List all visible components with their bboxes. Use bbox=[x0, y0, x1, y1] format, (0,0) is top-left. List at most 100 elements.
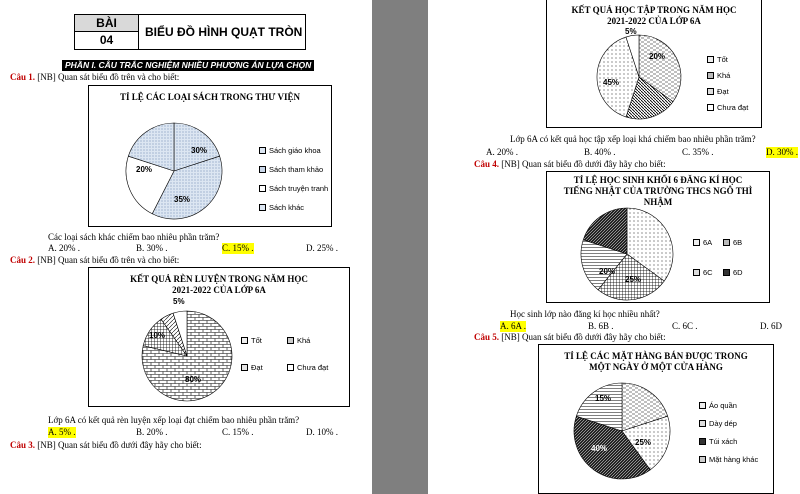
chart-title-2: TIẾNG NHẬT CỦA TRƯỜNG THCS NGÔ THÌ bbox=[563, 186, 753, 196]
legend-item: Sách giáo khoa bbox=[259, 146, 321, 155]
label-10: 10% bbox=[149, 331, 165, 340]
label-30: 30% bbox=[191, 146, 207, 155]
label-25: 25% bbox=[635, 438, 651, 447]
legend-item: Khá bbox=[287, 336, 310, 345]
legend-item: Đạt bbox=[241, 363, 263, 372]
chart-library-books: TỈ LỆ CÁC LOẠI SÁCH TRONG THƯ VIỆN 30% 3… bbox=[88, 85, 332, 227]
slice-dat bbox=[596, 36, 640, 118]
legend-item: Sách tham khảo bbox=[259, 165, 323, 174]
q4-option-d[interactable]: D. 6D bbox=[760, 321, 782, 331]
label-80: 80% bbox=[185, 375, 201, 384]
q2-option-b[interactable]: B. 20% . bbox=[136, 427, 168, 437]
legend-item: Tốt bbox=[707, 55, 728, 64]
legend-item: Khá bbox=[707, 71, 730, 80]
legend-item: Đạt bbox=[707, 87, 729, 96]
slice-6b bbox=[597, 253, 665, 301]
label-45: 45% bbox=[603, 78, 619, 87]
q2-option-c[interactable]: C. 15% . bbox=[222, 427, 254, 437]
legend-item: 6D bbox=[723, 268, 743, 277]
slice-mat-hang-khac bbox=[575, 382, 623, 432]
slice-6d bbox=[582, 207, 628, 255]
chart-title-1: TỈ LỆ HỌC SINH KHỐI 6 ĐĂNG KÍ HỌC bbox=[573, 175, 743, 185]
legend-item: 6C bbox=[693, 268, 713, 277]
lesson-title: BIỂU ĐỒ HÌNH QUẠT TRÒN bbox=[145, 25, 303, 39]
pie-store: 15% 25% 40% bbox=[573, 382, 671, 480]
slice-day-dep bbox=[621, 415, 671, 471]
chart-japanese: TỈ LỆ HỌC SINH KHỐI 6 ĐĂNG KÍ HỌC TIẾNG … bbox=[546, 171, 770, 303]
q3-question: Lớp 6A có kết quả học tập xếp loại khá c… bbox=[510, 134, 756, 144]
q1-line: Câu 1. [NB] Quan sát biểu đồ trên và cho… bbox=[10, 72, 180, 82]
q4-option-b[interactable]: B. 6B . bbox=[588, 321, 614, 331]
slice-sach-tham-khao bbox=[151, 155, 223, 220]
slice-ao-quan bbox=[621, 382, 669, 432]
slice-6c bbox=[580, 239, 628, 291]
legend-item: Chưa đạt bbox=[707, 103, 748, 112]
legend-item: Chưa đạt bbox=[287, 363, 328, 372]
bai-label: BÀI bbox=[75, 15, 139, 32]
chart-title-2: MỘT NGÀY Ở MỘT CỬA HÀNG bbox=[589, 362, 723, 372]
label-5: 5% bbox=[173, 297, 185, 306]
bai-number: 04 bbox=[75, 32, 139, 49]
chart-title-1: KẾT QUẢ RÈN LUYỆN TRONG NĂM HỌC bbox=[130, 274, 308, 284]
q1-option-b[interactable]: B. 30% . bbox=[136, 243, 168, 253]
slice-sach-khac bbox=[127, 122, 175, 172]
chart-title-2: 2021-2022 CỦA LỚP 6A bbox=[172, 285, 266, 295]
q1-option-c-answer[interactable]: C. 15% . bbox=[222, 243, 254, 254]
q3-option-a[interactable]: A. 20% . bbox=[486, 147, 518, 157]
legend-item: Dày dép bbox=[699, 419, 737, 428]
q4-option-a-answer[interactable]: A. 6A . bbox=[500, 321, 527, 332]
legend-item: 6B bbox=[723, 238, 742, 247]
section-heading: PHẦN I. CÂU TRẮC NGHIỆM NHIỀU PHƯƠNG ÁN … bbox=[62, 60, 315, 71]
legend-item: 6A bbox=[693, 238, 712, 247]
q1-option-d[interactable]: D. 25% . bbox=[306, 243, 338, 253]
chart-store-items: TỈ LỆ CÁC MẶT HÀNG BÁN ĐƯỢC TRONG MỘT NG… bbox=[538, 344, 774, 494]
chart-title-1: KẾT QUẢ HỌC TẬP TRONG NĂM HỌC bbox=[571, 5, 737, 15]
q4-option-c[interactable]: C. 6C . bbox=[672, 321, 698, 331]
pie-library: 30% 35% 20% bbox=[125, 122, 223, 220]
q2-option-d[interactable]: D. 10% . bbox=[306, 427, 338, 437]
chart-title-2: 2021-2022 CỦA LỚP 6A bbox=[607, 16, 701, 26]
legend-item: Áo quần bbox=[699, 401, 737, 410]
label-20: 20% bbox=[649, 52, 665, 61]
label-5: 5% bbox=[625, 27, 637, 36]
legend-item: Sách truyện tranh bbox=[259, 184, 328, 193]
q5-line: Câu 5. [NB] Quan sát biểu đồ dưới đây hã… bbox=[474, 332, 666, 342]
q2-question: Lớp 6A có kết quả rèn luyện xếp loại đạt… bbox=[48, 415, 300, 425]
legend-item: Mặt hàng khác bbox=[699, 455, 758, 464]
label-15: 15% bbox=[595, 394, 611, 403]
chart-title-1: TỈ LỆ CÁC MẶT HÀNG BÁN ĐƯỢC TRONG bbox=[564, 351, 748, 361]
slice-sach-giao-khoa bbox=[173, 122, 221, 172]
lesson-header: BÀI 04 BIỂU ĐỒ HÌNH QUẠT TRÒN bbox=[74, 14, 306, 50]
left-page: BÀI 04 BIỂU ĐỒ HÌNH QUẠT TRÒN PHẦN I. CÂ… bbox=[0, 0, 372, 494]
q1-question: Các loại sách khác chiếm bao nhiêu phần … bbox=[48, 232, 220, 242]
label-25: 25% bbox=[625, 275, 641, 284]
pie-conduct: 5% 10% 80% bbox=[141, 297, 233, 402]
q3-line: Câu 3. [NB] Quan sát biểu đồ dưới đây hã… bbox=[10, 440, 202, 450]
slice-sach-truyen-tranh bbox=[125, 155, 175, 215]
slice-kha bbox=[625, 76, 674, 120]
q2-line: Câu 2. [NB] Quan sát biểu đồ trên và cho… bbox=[10, 255, 180, 265]
pie-study: 5% 20% 45% bbox=[596, 27, 682, 120]
right-page: KẾT QUẢ HỌC TẬP TRONG NĂM HỌC 2021-2022 … bbox=[428, 0, 800, 494]
q1-option-a[interactable]: A. 20% . bbox=[48, 243, 80, 253]
slice-6a bbox=[626, 207, 674, 282]
chart-title-3: NHẬM bbox=[643, 197, 673, 207]
q4-line: Câu 4. [NB] Quan sát biểu đồ dưới đây hã… bbox=[474, 159, 666, 169]
legend-item: Tốt bbox=[241, 336, 262, 345]
q3-option-c[interactable]: C. 35% . bbox=[682, 147, 714, 157]
chart-conduct: KẾT QUẢ RÈN LUYỆN TRONG NĂM HỌC 2021-202… bbox=[88, 267, 350, 407]
q3-option-b[interactable]: B. 40% . bbox=[584, 147, 616, 157]
slice-tot bbox=[141, 310, 233, 402]
slice-chua-dat bbox=[625, 34, 640, 78]
q3-option-d-answer[interactable]: D. 30% . bbox=[766, 147, 798, 158]
label-20: 20% bbox=[599, 267, 615, 276]
pie-japanese: 20% 25% bbox=[580, 207, 674, 301]
q2-option-a-answer[interactable]: A. 5% . bbox=[48, 427, 76, 438]
chart-study-results: KẾT QUẢ HỌC TẬP TRONG NĂM HỌC 2021-2022 … bbox=[546, 0, 762, 128]
label-20: 20% bbox=[136, 165, 152, 174]
q4-question: Học sinh lớp nào đăng kí học nhiều nhất? bbox=[510, 309, 660, 319]
chart-title: TỈ LỆ CÁC LOẠI SÁCH TRONG THƯ VIỆN bbox=[120, 92, 300, 102]
slice-tui-xach bbox=[573, 415, 651, 480]
legend-item: Túi xách bbox=[699, 437, 737, 446]
label-40: 40% bbox=[591, 444, 607, 453]
